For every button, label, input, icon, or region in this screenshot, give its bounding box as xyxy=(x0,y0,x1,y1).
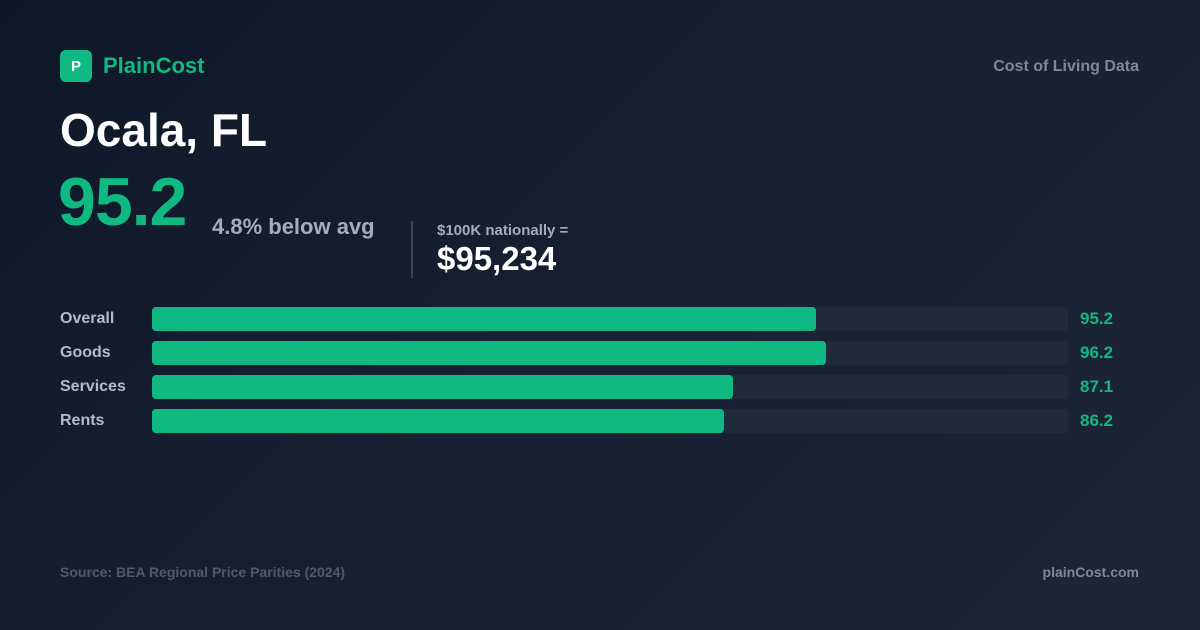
stat-divider xyxy=(411,221,413,278)
national-equivalent-value: $95,234 xyxy=(437,240,557,277)
city-title: Ocala, FL xyxy=(60,104,268,156)
bar-row-rents: Rents 86.2 xyxy=(60,409,1140,433)
site-link[interactable]: plainCost.com xyxy=(1042,564,1139,580)
logo-icon: P xyxy=(60,50,92,82)
bar-label-overall: Overall xyxy=(60,310,115,327)
bar-track-overall xyxy=(152,307,1068,331)
site-tagline: Cost of Living Data xyxy=(993,58,1139,75)
bar-value-rents: 86.2 xyxy=(1080,411,1114,430)
bar-track-services xyxy=(152,375,1068,399)
category-bar-chart: Overall 95.2 Goods 96.2 Services 87.1 Re… xyxy=(60,307,1140,443)
bar-goods xyxy=(152,341,826,365)
national-equivalent-label: $100K nationally = xyxy=(437,222,569,239)
brand-name: PlainCost xyxy=(103,53,205,78)
cost-index-value: 95.2 xyxy=(58,164,187,240)
bar-label-goods: Goods xyxy=(60,344,111,361)
bar-value-services: 87.1 xyxy=(1080,377,1114,396)
data-source: Source: BEA Regional Price Parities (202… xyxy=(60,564,346,580)
bar-value-overall: 95.2 xyxy=(1080,309,1114,328)
bar-services xyxy=(152,375,734,399)
bar-track-rents xyxy=(152,409,1068,433)
bar-overall xyxy=(152,307,816,331)
bar-rents xyxy=(152,409,724,433)
bar-row-overall: Overall 95.2 xyxy=(60,307,1140,331)
bar-row-services: Services 87.1 xyxy=(60,375,1140,399)
index-difference: 4.8% below avg xyxy=(212,214,375,239)
bar-row-goods: Goods 96.2 xyxy=(60,341,1140,365)
bar-value-goods: 96.2 xyxy=(1080,343,1114,362)
bar-label-services: Services xyxy=(60,378,126,395)
brand-logo[interactable]: P PlainCost xyxy=(60,50,204,82)
bar-track-goods xyxy=(152,341,1068,365)
bar-label-rents: Rents xyxy=(60,412,105,429)
